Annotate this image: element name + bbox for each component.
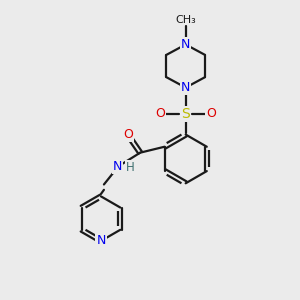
- Text: H: H: [126, 161, 134, 174]
- Text: N: N: [96, 235, 106, 248]
- Text: O: O: [123, 128, 133, 141]
- Text: S: S: [181, 107, 190, 121]
- Text: N: N: [181, 81, 190, 94]
- Text: N: N: [112, 160, 122, 172]
- Text: N: N: [181, 38, 190, 51]
- Text: CH₃: CH₃: [175, 14, 196, 25]
- Text: O: O: [206, 107, 216, 120]
- Text: O: O: [155, 107, 165, 120]
